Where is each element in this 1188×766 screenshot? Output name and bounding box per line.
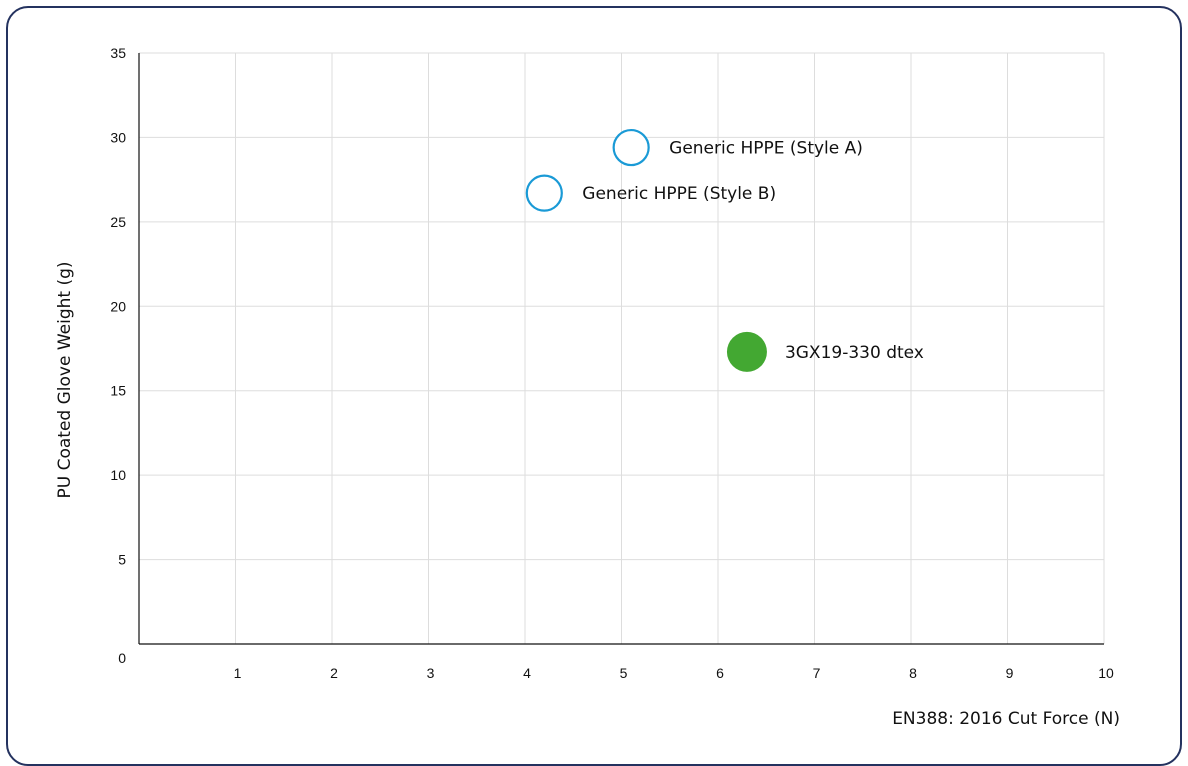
y-tick-label: 30 <box>110 129 126 145</box>
axes <box>138 53 1104 645</box>
x-tick-label: 8 <box>909 665 917 681</box>
y-tick-label: 15 <box>110 383 126 399</box>
x-tick-label: 4 <box>523 665 531 681</box>
tick-labels: 1 2 3 4 5 6 7 8 9 10 0 5 10 15 20 25 30 35 <box>110 45 1114 681</box>
x-tick-label: 6 <box>716 665 724 681</box>
x-tick-label: 3 <box>427 665 435 681</box>
y-tick-label: 10 <box>110 467 126 483</box>
x-tick-label: 2 <box>330 665 338 681</box>
x-tick-label: 1 <box>234 665 242 681</box>
x-axis-title: EN388: 2016 Cut Force (N) <box>892 709 1120 729</box>
data-points: Generic HPPE (Style A) Generic HPPE (Styl… <box>525 128 924 372</box>
y-tick-label: 5 <box>118 552 126 568</box>
x-tick-label: 9 <box>1006 665 1014 681</box>
data-point-label: 3GX19-330 dtex <box>785 343 924 363</box>
chart-frame <box>6 6 1182 766</box>
data-point <box>726 331 767 372</box>
x-tick-label: 10 <box>1098 665 1114 681</box>
y-tick-label: 25 <box>110 214 126 230</box>
x-tick-label: 7 <box>813 665 821 681</box>
grid-lines <box>139 52 1105 644</box>
x-tick-label: 5 <box>620 665 628 681</box>
y-tick-label: 35 <box>110 45 126 61</box>
y-axis-title: PU Coated Glove Weight (g) <box>55 261 75 498</box>
data-point-label: Generic HPPE (Style B) <box>582 184 776 204</box>
data-point-label: Generic HPPE (Style A) <box>669 139 863 159</box>
y-tick-label: 20 <box>110 298 126 314</box>
y-tick-label: 0 <box>118 650 126 666</box>
data-point <box>525 174 563 212</box>
data-point <box>612 128 650 167</box>
